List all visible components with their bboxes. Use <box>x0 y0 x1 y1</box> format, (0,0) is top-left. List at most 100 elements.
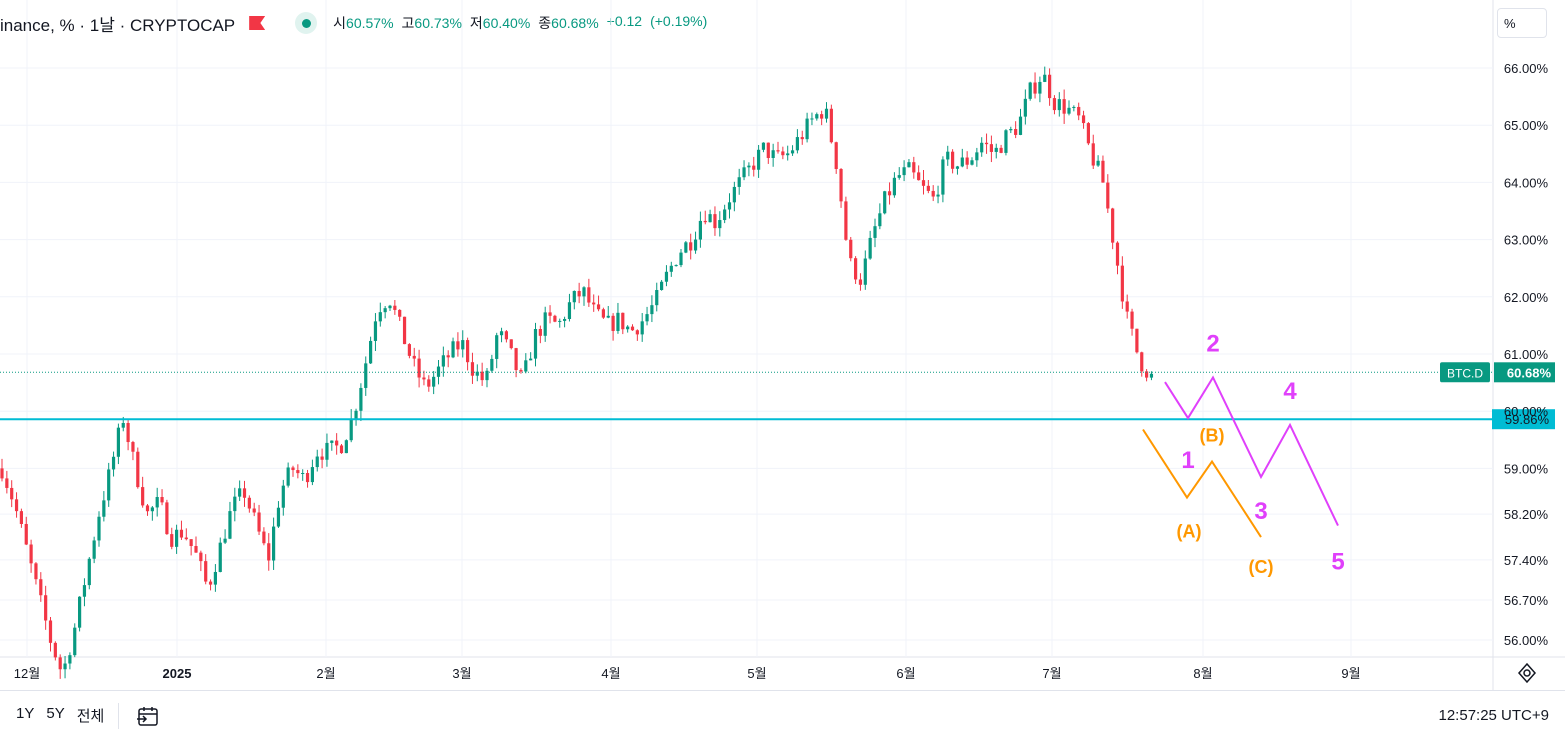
candle-body <box>296 470 300 474</box>
candle-body <box>616 312 620 331</box>
candle-body <box>92 540 96 559</box>
candle-body <box>276 507 281 527</box>
candle-body <box>208 581 213 585</box>
candle-body <box>330 440 334 443</box>
candle-body <box>34 563 38 580</box>
candle-body <box>1052 98 1057 111</box>
range-5y-button[interactable]: 5Y <box>46 705 65 722</box>
candle-body <box>815 114 819 119</box>
candle-body <box>145 505 150 512</box>
candle-body <box>310 467 314 483</box>
candle-body <box>757 149 761 170</box>
candle-body <box>849 239 853 259</box>
impulse-wave-label: 3 <box>1254 498 1267 525</box>
candle-body <box>1033 82 1037 94</box>
candle-body <box>689 242 693 251</box>
candle-body <box>713 214 717 229</box>
range-all-button[interactable]: 전체 <box>76 708 105 725</box>
candle-body <box>873 226 877 238</box>
candle-body <box>596 304 601 310</box>
candle-body <box>29 544 33 564</box>
candle-body <box>921 180 926 186</box>
time-axis: 12월 2025 2월 3월 4월 5월 6월 7월 8월 9월 <box>14 666 1361 681</box>
correction-wave-line <box>1142 428 1262 538</box>
candle-body <box>495 335 499 359</box>
candle-body <box>44 595 48 621</box>
clock-readout[interactable]: 12:57:25 UTC+9 <box>1438 707 1550 724</box>
candle-body <box>994 147 998 152</box>
x-tick-label: 8월 <box>1193 666 1212 681</box>
candle-body <box>645 314 649 322</box>
candle-body <box>378 312 382 322</box>
symbol-title[interactable]: inance, % · 1날 · CRYPTOCAP <box>0 15 236 35</box>
candle-body <box>1091 143 1095 166</box>
candle-body <box>470 362 475 376</box>
candle-body <box>116 427 120 457</box>
candle-body <box>131 442 135 452</box>
candle-body <box>233 496 237 512</box>
x-tick-label: 5월 <box>747 666 766 681</box>
candle-body <box>320 456 324 460</box>
candle-body <box>1125 301 1129 312</box>
candle-body <box>776 150 780 152</box>
candle-body <box>1004 130 1008 153</box>
y-tick-label: 60.00% <box>1504 404 1549 419</box>
candle-body <box>141 487 145 506</box>
axis-settings-icon[interactable] <box>1516 662 1538 684</box>
candle-body <box>960 157 964 167</box>
candle-body <box>242 488 247 498</box>
candle-body <box>5 478 9 488</box>
bottom-toolbar: 1Y 5Y 전체 12:57:25 UTC+9 <box>0 690 1565 740</box>
candle-body <box>155 497 159 508</box>
candle-body <box>810 118 814 120</box>
calendar-jump-icon[interactable] <box>135 703 161 729</box>
candle-body <box>58 657 62 670</box>
y-tick-label: 62.00% <box>1504 290 1549 305</box>
candle-body <box>708 214 712 223</box>
candle-body <box>1120 265 1124 302</box>
candle-body <box>917 172 921 181</box>
candle-body <box>820 114 824 119</box>
candle-body <box>951 151 955 169</box>
candle-body <box>664 271 669 282</box>
candle-body <box>781 151 785 156</box>
candle-body <box>325 442 329 460</box>
candle-body <box>747 165 751 168</box>
x-tick-label: 2025 <box>163 666 192 681</box>
scale-mode-button[interactable]: % <box>1497 8 1547 38</box>
candle-body <box>684 242 688 253</box>
price-chart[interactable]: 59.86% BTC.D 60.68% 1 2 3 4 5 (A) (B) (C) 66.00% 65… <box>0 0 1565 690</box>
candle-body <box>301 473 305 475</box>
candle-body <box>790 150 795 154</box>
candle-body <box>456 341 460 350</box>
candle-body <box>504 331 508 340</box>
candle-body <box>606 315 610 318</box>
candle-body <box>727 202 732 210</box>
candle-body <box>393 305 397 310</box>
impulse-wave-label: 5 <box>1331 549 1344 576</box>
candle-body <box>660 281 664 291</box>
range-1y-button[interactable]: 1Y <box>16 705 35 722</box>
candle-body <box>955 166 960 169</box>
candle-body <box>291 467 295 471</box>
candle-body <box>558 320 562 322</box>
candle-body <box>524 360 528 372</box>
candle-body <box>184 537 188 540</box>
price-axis: 66.00% 65.00% 64.00% 63.00% 62.00% 61.00% 60.0… <box>1504 61 1549 648</box>
impulse-wave-label: 4 <box>1283 378 1297 405</box>
candle-body <box>698 220 702 240</box>
candle-body <box>703 220 707 223</box>
candle-body <box>286 467 290 486</box>
candle-body <box>611 315 615 331</box>
candle-body <box>136 451 140 488</box>
candle-body <box>824 108 829 119</box>
candle-body <box>213 571 217 585</box>
candle-body <box>422 377 426 380</box>
candle-body <box>718 220 722 229</box>
candle-body <box>582 287 586 297</box>
candle-body <box>402 316 407 345</box>
candle-body <box>218 542 222 572</box>
candle-body <box>373 321 378 341</box>
correction-wave-label: (B) <box>1200 426 1225 446</box>
candle-body <box>349 418 353 441</box>
